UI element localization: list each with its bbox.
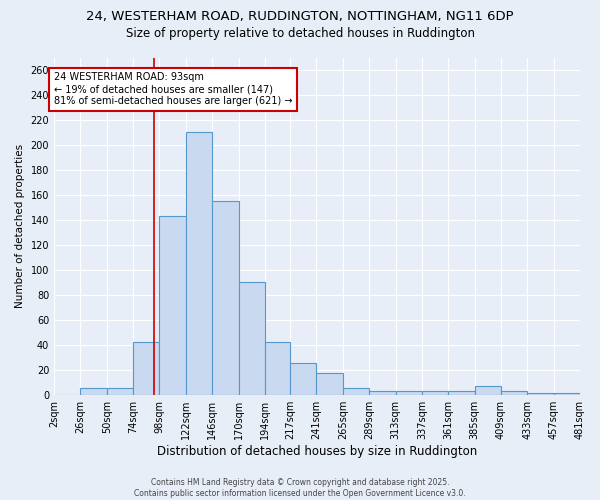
Bar	[369, 391, 395, 394]
Bar	[239, 282, 265, 395]
Bar	[316, 374, 343, 394]
Text: Size of property relative to detached houses in Ruddington: Size of property relative to detached ho…	[125, 28, 475, 40]
Y-axis label: Number of detached properties: Number of detached properties	[15, 144, 25, 308]
Text: 24 WESTERHAM ROAD: 93sqm
← 19% of detached houses are smaller (147)
81% of semi-: 24 WESTERHAM ROAD: 93sqm ← 19% of detach…	[54, 72, 293, 106]
Bar	[395, 391, 422, 394]
Bar	[290, 364, 316, 394]
Bar	[186, 132, 212, 394]
X-axis label: Distribution of detached houses by size in Ruddington: Distribution of detached houses by size …	[157, 444, 477, 458]
Bar	[212, 201, 239, 394]
Bar	[422, 391, 448, 394]
Text: Contains HM Land Registry data © Crown copyright and database right 2025.
Contai: Contains HM Land Registry data © Crown c…	[134, 478, 466, 498]
Bar	[133, 342, 160, 394]
Bar	[80, 388, 107, 394]
Bar	[343, 388, 369, 394]
Bar	[265, 342, 290, 394]
Bar	[107, 388, 133, 394]
Text: 24, WESTERHAM ROAD, RUDDINGTON, NOTTINGHAM, NG11 6DP: 24, WESTERHAM ROAD, RUDDINGTON, NOTTINGH…	[86, 10, 514, 23]
Bar	[160, 216, 186, 394]
Bar	[448, 391, 475, 394]
Bar	[475, 386, 501, 394]
Bar	[501, 391, 527, 394]
